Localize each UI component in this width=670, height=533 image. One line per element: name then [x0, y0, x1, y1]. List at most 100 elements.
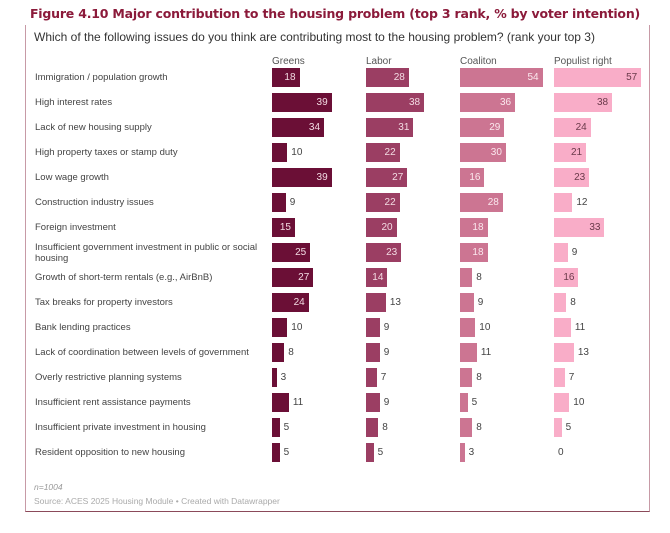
bar — [554, 293, 567, 312]
category-label: Low wage growth — [35, 172, 109, 183]
bar — [460, 293, 474, 312]
bar — [460, 443, 465, 462]
category-label: Bank lending practices — [35, 322, 131, 333]
data-label: 22 — [384, 147, 396, 158]
bar — [272, 393, 289, 412]
bar — [460, 93, 516, 112]
data-label: 36 — [499, 97, 512, 108]
data-label: 0 — [558, 447, 564, 458]
series-header: Coaliton — [460, 56, 497, 67]
data-label: 9 — [289, 197, 296, 208]
data-label: 30 — [490, 147, 502, 158]
bar — [460, 193, 503, 212]
data-label: 5 — [565, 422, 572, 433]
data-label: 28 — [393, 72, 405, 83]
data-label: 38 — [409, 97, 421, 108]
bar — [366, 68, 409, 87]
data-label: 20 — [381, 222, 393, 233]
chart-title: Figure 4.10 Major contribution to the ho… — [29, 6, 641, 21]
bar — [366, 393, 380, 412]
bar — [554, 393, 570, 412]
data-label: 18 — [284, 72, 296, 83]
data-label: 9 — [383, 322, 390, 333]
bar — [554, 68, 642, 87]
data-label: 34 — [308, 122, 321, 133]
bar — [460, 268, 473, 287]
data-label: 29 — [489, 122, 501, 133]
data-label: 8 — [476, 272, 482, 283]
data-label: 8 — [570, 297, 576, 308]
bar — [554, 93, 613, 112]
data-label: 9 — [383, 347, 390, 358]
bar — [554, 193, 573, 212]
data-label: 9 — [477, 297, 484, 308]
data-label: 18 — [472, 222, 484, 233]
data-label: 13 — [389, 297, 401, 308]
bar — [366, 218, 397, 237]
series-header: Labor — [366, 56, 392, 67]
bar — [554, 218, 605, 237]
data-label: 13 — [577, 347, 589, 358]
data-label: 25 — [295, 247, 307, 258]
category-label: Growth of short-term rentals (e.g., AirB… — [35, 272, 213, 283]
chart-subtitle: Which of the following issues do you thi… — [34, 30, 595, 44]
bar — [272, 418, 280, 437]
bar — [366, 118, 414, 137]
data-label: 10 — [291, 147, 303, 158]
category-label: Lack of coordination between levels of g… — [35, 347, 249, 358]
bar — [366, 268, 388, 287]
data-label: 18 — [472, 247, 484, 258]
data-label: 38 — [597, 97, 609, 108]
bar — [272, 168, 332, 187]
series-header: Greens — [272, 56, 305, 67]
category-label: Overly restrictive planning systems — [35, 372, 182, 383]
bar — [460, 393, 468, 412]
bar — [554, 143, 587, 162]
bar — [554, 368, 565, 387]
data-label: 3 — [280, 372, 287, 383]
bar — [366, 243, 402, 262]
category-label: Foreign investment — [35, 222, 116, 233]
bar — [366, 168, 408, 187]
bar — [460, 68, 543, 87]
bar — [272, 143, 288, 162]
category-label: Resident opposition to new housing — [35, 447, 185, 458]
data-label: 7 — [380, 372, 387, 383]
bar — [366, 318, 380, 337]
data-label: 24 — [575, 122, 587, 133]
data-label: 54 — [527, 72, 539, 83]
bar — [366, 193, 400, 212]
bar — [272, 268, 314, 287]
bar — [272, 243, 311, 262]
bar — [460, 418, 473, 437]
data-label: 21 — [571, 147, 583, 158]
bar — [366, 418, 379, 437]
data-label: 14 — [372, 272, 384, 283]
data-label: 39 — [316, 172, 328, 183]
bar — [460, 318, 476, 337]
data-label: 11 — [480, 347, 492, 358]
bar — [272, 118, 325, 137]
bar — [366, 443, 374, 462]
bar — [554, 418, 562, 437]
bar — [366, 143, 400, 162]
data-label: 8 — [288, 347, 294, 358]
data-label: 24 — [293, 297, 305, 308]
category-label: Tax breaks for property investors — [35, 297, 173, 308]
data-label: 8 — [476, 422, 482, 433]
data-label: 8 — [382, 422, 388, 433]
bar — [272, 368, 277, 387]
bar — [554, 118, 591, 137]
data-label: 10 — [479, 322, 491, 333]
data-label: 9 — [383, 397, 390, 408]
series-header: Populist right — [554, 56, 612, 67]
data-label: 33 — [589, 222, 601, 233]
data-label: 23 — [574, 172, 586, 183]
data-label: 57 — [626, 72, 638, 83]
data-label: 16 — [469, 172, 481, 183]
bar — [554, 268, 579, 287]
bar — [460, 218, 488, 237]
bar — [460, 243, 488, 262]
data-label: 23 — [386, 247, 398, 258]
bar — [554, 168, 590, 187]
